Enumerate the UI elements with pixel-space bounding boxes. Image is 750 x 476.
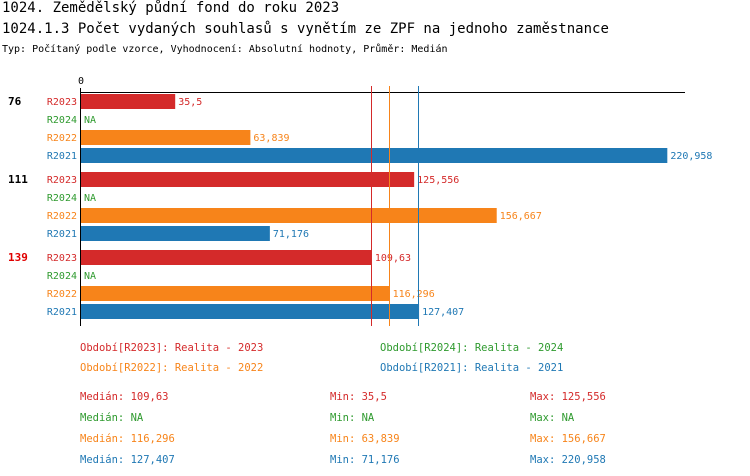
stat-max: Max: 125,556 — [530, 391, 606, 403]
data-label: 125,556 — [417, 175, 459, 186]
series-row-label: R2021 — [47, 229, 77, 240]
category-label: 76 — [8, 95, 22, 108]
series-row-label: R2024 — [47, 115, 77, 126]
x-axis-origin-label: 0 — [78, 76, 84, 87]
chart-subtitle: 1024.1.3 Počet vydaných souhlasů s vynět… — [2, 21, 609, 37]
category-label: 111 — [8, 173, 28, 186]
stat-median: Medián: 127,407 — [80, 454, 175, 466]
stat-median: Medián: NA — [80, 412, 144, 424]
series-row-label: R2024 — [47, 193, 77, 204]
data-label: 35,5 — [178, 97, 202, 108]
stat-min: Min: NA — [330, 412, 375, 424]
data-label: 116,296 — [393, 289, 435, 300]
bar — [81, 226, 270, 241]
stat-median: Medián: 109,63 — [80, 391, 169, 403]
stat-min: Min: 71,176 — [330, 454, 400, 466]
data-label: NA — [84, 271, 96, 282]
bar — [81, 148, 668, 163]
series-row-label: R2024 — [47, 271, 77, 282]
bar — [81, 250, 372, 265]
stat-max: Max: NA — [530, 412, 575, 424]
bar — [81, 172, 415, 187]
bar — [81, 304, 420, 319]
stat-max: Max: 156,667 — [530, 433, 606, 445]
page-title: 1024. Zemědělský půdní fond do roku 2023 — [2, 0, 340, 16]
legend-item: Období[R2022]: Realita - 2022 — [80, 362, 264, 374]
chart-type-line: Typ: Počítaný podle vzorce, Vyhodnocení:… — [2, 44, 448, 55]
data-label: 63,839 — [253, 133, 289, 144]
bar — [81, 208, 497, 223]
category-label: 139 — [8, 251, 28, 264]
bar — [81, 286, 390, 301]
data-label: 71,176 — [273, 229, 309, 240]
legend-item: Období[R2024]: Realita - 2024 — [380, 342, 564, 354]
data-label: 156,667 — [500, 211, 542, 222]
series-row-label: R2023 — [47, 97, 77, 108]
stat-min: Min: 63,839 — [330, 433, 400, 445]
stat-max: Max: 220,958 — [530, 454, 606, 466]
legend-item: Období[R2023]: Realita - 2023 — [80, 342, 264, 354]
stat-median: Medián: 116,296 — [80, 433, 175, 445]
series-row-label: R2023 — [47, 253, 77, 264]
bar-chart: 0 76 R2023 35,5 R2024 NA R2022 63,839 R2021 220,9… — [8, 76, 712, 326]
data-label: 127,407 — [422, 307, 464, 318]
legend-item: Období[R2021]: Realita - 2021 — [380, 362, 564, 374]
data-label: 220,958 — [670, 151, 712, 162]
series-row-label: R2022 — [47, 211, 77, 222]
series-row-label: R2021 — [47, 307, 77, 318]
series-row-label: R2023 — [47, 175, 77, 186]
data-label: 109,63 — [375, 253, 411, 264]
data-label: NA — [84, 193, 96, 204]
bar — [81, 94, 176, 109]
series-row-label: R2021 — [47, 151, 77, 162]
series-row-label: R2022 — [47, 133, 77, 144]
bar — [81, 130, 251, 145]
stat-min: Min: 35,5 — [330, 391, 387, 403]
series-row-label: R2022 — [47, 289, 77, 300]
data-label: NA — [84, 115, 96, 126]
